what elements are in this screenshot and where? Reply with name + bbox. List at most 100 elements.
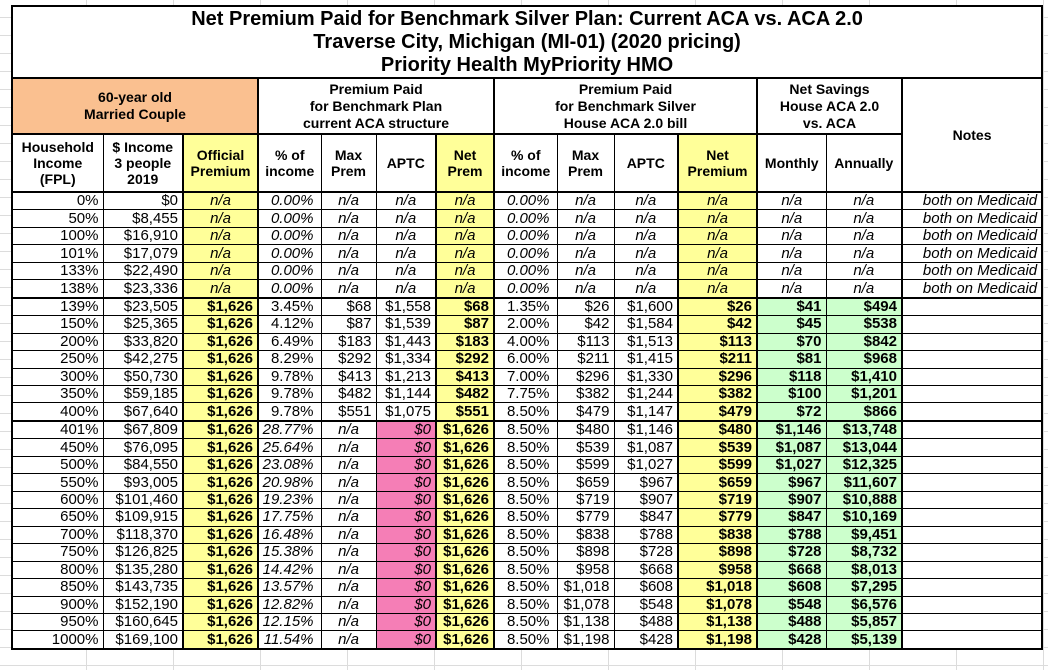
cell-fpl: 350% (11, 385, 104, 404)
cell-aca2-net-premium: $539 (677, 438, 758, 457)
cell-fpl: 401% (11, 419, 104, 440)
cell-savings-annually: $538 (825, 315, 903, 334)
cell-official-premium: $1,626 (182, 543, 259, 562)
cell-aca-aptc: $0 (375, 543, 437, 562)
cell-note (901, 490, 1043, 510)
cell-aca-pct-income: 17.75% (257, 508, 322, 527)
cell-aca2-pct-income: 0.00% (493, 261, 558, 281)
cell-fpl: 500% (11, 455, 104, 475)
cell-fpl: 400% (11, 402, 104, 422)
cell-aca2-aptc: $488 (613, 612, 679, 632)
cell-aca-max-prem: n/a (320, 473, 377, 492)
cell-savings-monthly: n/a (756, 191, 827, 211)
cell-savings-annually: $12,325 (825, 455, 903, 475)
cell-aca2-aptc: $1,330 (613, 367, 679, 387)
table-row: 400% $67,640 $1,626 9.78% $551 $1,075 $551 8.50… (11, 402, 1043, 422)
cell-aca-aptc: n/a (375, 279, 437, 299)
cell-note (901, 612, 1043, 632)
cell-fpl: 150% (11, 315, 104, 334)
cell-aca2-pct-income: 7.00% (493, 367, 558, 387)
cell-note (901, 332, 1043, 352)
cell-savings-annually: $11,607 (825, 473, 903, 492)
cell-aca-net-prem: $1,626 (435, 490, 495, 510)
cell-aca2-net-premium: $958 (677, 560, 758, 580)
cell-aca-net-prem: $1,626 (435, 578, 495, 597)
cell-aca2-pct-income: 8.50% (493, 525, 558, 545)
cell-savings-annually: $13,748 (825, 419, 903, 440)
cell-aca2-net-premium: $296 (677, 367, 758, 387)
cell-official-premium: $1,626 (182, 525, 259, 545)
cell-aca-aptc: $1,334 (375, 350, 437, 369)
cell-note (901, 402, 1043, 422)
cell-savings-annually: $5,139 (825, 630, 903, 650)
cell-aca-max-prem: $551 (320, 402, 377, 422)
cell-fpl: 900% (11, 595, 104, 614)
cell-note (901, 525, 1043, 545)
cell-aca-max-prem: n/a (320, 419, 377, 440)
cell-aca2-max-prem: n/a (556, 191, 615, 211)
cell-savings-monthly: $428 (756, 630, 827, 650)
cell-fpl: 139% (11, 296, 104, 317)
cell-fpl: 600% (11, 490, 104, 510)
cell-official-premium: $1,626 (182, 419, 259, 440)
cell-savings-annually: $8,013 (825, 560, 903, 580)
cell-note: both on Medicaid (901, 261, 1043, 281)
cell-income: $76,095 (102, 438, 184, 457)
cell-income: $23,505 (102, 296, 184, 317)
cell-aca-max-prem: n/a (320, 595, 377, 614)
cell-fpl: 800% (11, 560, 104, 580)
cell-aca-aptc: $1,539 (375, 315, 437, 334)
cell-savings-annually: $866 (825, 402, 903, 422)
cell-note: both on Medicaid (901, 209, 1043, 228)
cell-aca-pct-income: 16.48% (257, 525, 322, 545)
cell-aca-pct-income: 0.00% (257, 209, 322, 228)
cell-official-premium: n/a (182, 279, 259, 299)
table-row: 401% $67,809 $1,626 28.77% n/a $0 $1,626 8.50% $… (11, 419, 1043, 440)
table-row: 0% $0 n/a 0.00% n/a n/a n/a 0.00% n/a n/a n/a n/a n/… (11, 191, 1043, 211)
cell-income: $25,365 (102, 315, 184, 334)
table-row: 138% $23,336 n/a 0.00% n/a n/a n/a 0.00% n/a n/a n… (11, 279, 1043, 299)
notes-header: Notes (900, 77, 1044, 193)
cell-aca-net-prem: $1,626 (435, 419, 495, 440)
table-row: 133% $22,490 n/a 0.00% n/a n/a n/a 0.00% n/a n/a n… (11, 261, 1043, 281)
cell-aca2-max-prem: $539 (556, 438, 615, 457)
cell-aca2-pct-income: 8.50% (493, 490, 558, 510)
cell-aca-pct-income: 23.08% (257, 455, 322, 475)
table-row: 750% $126,825 $1,626 15.38% n/a $0 $1,626 8.50%… (11, 543, 1043, 562)
group-header-current-aca: Premium Paid for Benchmark Plan current … (257, 77, 495, 135)
cell-aca-aptc: $1,213 (375, 367, 437, 387)
cell-savings-monthly: $488 (756, 612, 827, 632)
cell-aca-max-prem: n/a (320, 508, 377, 527)
cell-aca2-pct-income: 4.00% (493, 332, 558, 352)
cell-income: $135,280 (102, 560, 184, 580)
cell-aca2-net-premium: $113 (677, 332, 758, 352)
cell-official-premium: $1,626 (182, 560, 259, 580)
cell-aca2-pct-income: 8.50% (493, 612, 558, 632)
cell-aca-aptc: n/a (375, 191, 437, 211)
cell-fpl: 200% (11, 332, 104, 352)
cell-savings-annually: $968 (825, 350, 903, 369)
cell-note (901, 385, 1043, 404)
cell-aca-aptc: $0 (375, 419, 437, 440)
cell-income: $143,735 (102, 578, 184, 597)
cell-income: $93,005 (102, 473, 184, 492)
cell-aca-pct-income: 8.29% (257, 350, 322, 369)
cell-aca-net-prem: $1,626 (435, 560, 495, 580)
cell-aca2-max-prem: $113 (556, 332, 615, 352)
cell-aca-net-prem: $292 (435, 350, 495, 369)
cell-savings-monthly: $72 (756, 402, 827, 422)
cell-fpl: 1000% (11, 630, 104, 650)
cell-aca2-aptc: $907 (613, 490, 679, 510)
column-header-row: Household Income (FPL) $ Income 3 people… (11, 133, 1042, 193)
cell-aca-max-prem: $292 (320, 350, 377, 369)
cell-savings-monthly: $1,027 (756, 455, 827, 475)
cell-income: $0 (102, 191, 184, 211)
cell-income: $67,809 (102, 419, 184, 440)
cell-aca2-aptc: $847 (613, 508, 679, 527)
cell-aca-aptc: $0 (375, 630, 437, 650)
cell-savings-monthly: $847 (756, 508, 827, 527)
cell-savings-annually: $9,451 (825, 525, 903, 545)
cell-aca2-net-premium: $1,198 (677, 630, 758, 650)
cell-fpl: 300% (11, 367, 104, 387)
cell-aca-net-prem: n/a (435, 209, 495, 228)
